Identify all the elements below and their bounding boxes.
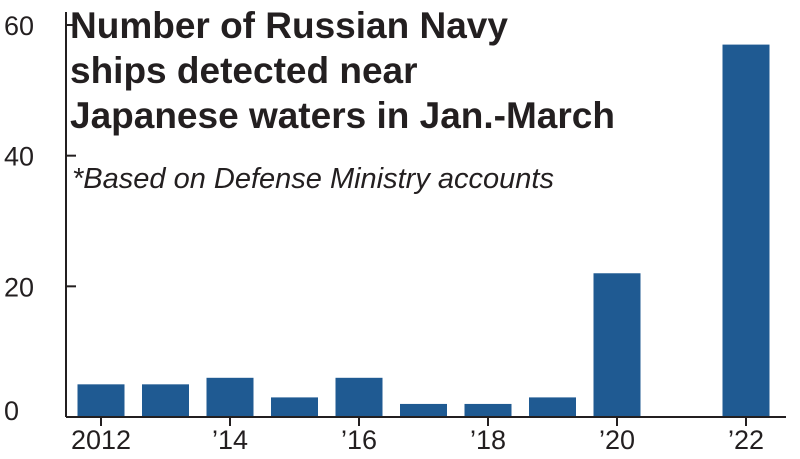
x-tick-label-2: ’16 xyxy=(341,425,377,455)
y-tick-label-0: 0 xyxy=(4,396,19,426)
y-tick-label-40: 40 xyxy=(4,142,34,172)
bar-2012 xyxy=(77,384,125,417)
chart-subtitle: *Based on Defense Ministry accounts xyxy=(72,163,554,195)
x-tick-label-5: ’22 xyxy=(728,425,764,455)
bar-16 xyxy=(335,377,383,417)
bar-18 xyxy=(464,403,512,417)
x-tick-label-3: ’18 xyxy=(470,425,506,455)
y-tick-label-60: 60 xyxy=(4,11,34,41)
chart-title-line-3: Japanese waters in Jan.-March xyxy=(70,95,615,136)
bar-14 xyxy=(206,377,254,417)
chart-title-line-2: ships detected near xyxy=(70,50,418,91)
x-tick-label-0: 2012 xyxy=(71,425,131,455)
x-tick-label-4: ’20 xyxy=(599,425,635,455)
bars-group xyxy=(77,44,770,417)
bar-2017 xyxy=(400,403,447,417)
bar-2013 xyxy=(142,384,189,417)
y-tick-label-20: 20 xyxy=(4,272,34,302)
x-tick-label-1: ’14 xyxy=(212,425,248,455)
bar-2019 xyxy=(529,397,576,417)
chart-title-line-1: Number of Russian Navy xyxy=(70,5,508,46)
bar-2015 xyxy=(271,397,318,417)
x-axis-ticks: 2012 ’14 ’16 ’18 ’20 ’22 xyxy=(71,417,764,455)
bar-22 xyxy=(722,44,770,417)
bar-20 xyxy=(593,273,641,417)
y-axis-ticks: 0 20 40 60 xyxy=(4,11,76,426)
